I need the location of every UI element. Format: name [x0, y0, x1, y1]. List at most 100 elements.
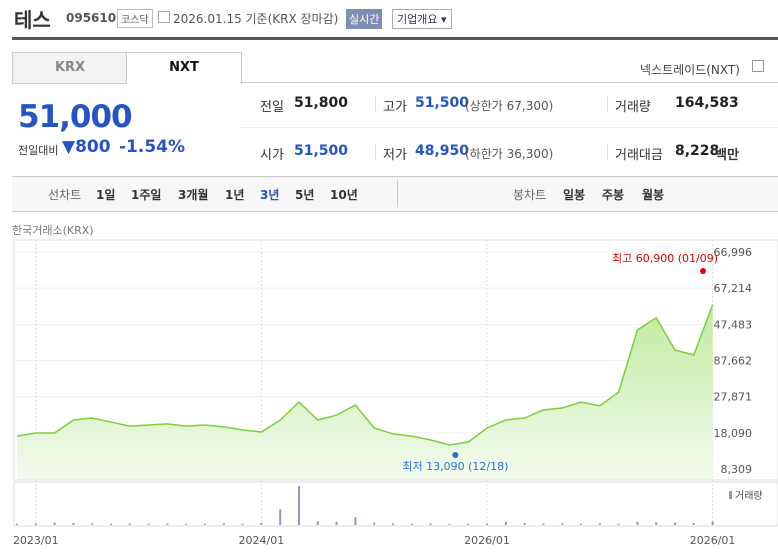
cell-label: 전일: [260, 100, 284, 115]
overview-text: 기업개요: [397, 13, 438, 26]
volume-panel: [13, 481, 778, 527]
volume-bar: [373, 522, 376, 525]
volume-bar: [617, 523, 620, 525]
cell-label: 시가: [260, 148, 284, 163]
x-tick-label: 2026/01: [464, 534, 510, 547]
exchange-label: 한국거래소(KRX): [12, 224, 94, 237]
cell-divider: [607, 144, 608, 160]
high-marker: [700, 268, 706, 274]
x-tick-label: 2023/01: [13, 534, 59, 547]
volume-bar: [110, 523, 112, 525]
volume-bar: [486, 523, 488, 525]
volume-bar: [34, 523, 37, 525]
period-button[interactable]: 5년: [295, 188, 315, 202]
period-button[interactable]: 1주일: [131, 188, 162, 202]
period-button[interactable]: 1일: [96, 188, 116, 202]
x-tick-label: 2024/01: [239, 534, 285, 547]
table-rule: [240, 127, 778, 128]
volume-bar: [655, 522, 658, 525]
cell-note: (상한가 67,300): [465, 99, 554, 113]
cell-label: 고가: [383, 100, 407, 115]
volume-bar: [53, 522, 56, 525]
y-tick-label: 66,996: [714, 246, 753, 259]
volume-bar: [166, 523, 169, 525]
change: ▼800: [62, 137, 111, 157]
cell-value: 164,583: [675, 95, 739, 111]
high-label: 최고 60,900 (01/09): [612, 252, 718, 265]
period-bar: [12, 176, 778, 212]
volume-bar: [260, 523, 263, 525]
period-button[interactable]: 월봉: [642, 188, 665, 202]
legend-swatch: [729, 491, 732, 499]
volume-bar: [185, 523, 188, 525]
base-date: 2026.01.15 기준(KRX 장마감): [173, 12, 339, 26]
y-tick-label: 67,214: [714, 282, 753, 295]
nextrade-label: 넥스트레이드(NXT): [640, 63, 740, 77]
period-button[interactable]: 일봉: [563, 188, 586, 202]
chart: 66,996 67,214 47,483 87,662 27,871 18,090 8,30…: [13, 239, 778, 547]
cell-note: (하한가 36,300): [465, 147, 554, 161]
legend-label: 거래량: [735, 490, 763, 502]
volume-bar: [279, 509, 282, 525]
period-button[interactable]: 10년: [330, 188, 358, 202]
down-arrow: ▼: [62, 137, 76, 157]
info-icon[interactable]: [752, 60, 764, 72]
calendar-icon: [158, 11, 170, 23]
market-badge: 코스닥: [117, 9, 153, 28]
stock-name: 테스: [14, 8, 51, 32]
volume-bar: [16, 523, 18, 525]
volume-bar: [410, 523, 413, 525]
period-button[interactable]: 3개월: [178, 188, 209, 202]
volume-bar: [580, 523, 582, 525]
overview-button[interactable]: 기업개요 ▾: [392, 9, 452, 29]
volume-bar: [598, 523, 601, 525]
volume-bar: [711, 521, 714, 525]
header-rule: [12, 37, 778, 40]
period-label: 봉차트: [513, 188, 547, 202]
tab-nxt[interactable]: NXT: [126, 52, 242, 84]
y-tick-label: 18,090: [714, 427, 753, 440]
realtime-button[interactable]: 실시간: [346, 9, 383, 29]
volume-bar: [523, 523, 526, 525]
cell-value: 8,228: [675, 143, 720, 159]
cell-unit: 백만: [715, 148, 739, 163]
change-pct: -1.54%: [119, 137, 186, 157]
cell-value: 51,500: [294, 143, 349, 159]
volume-bar: [692, 523, 695, 525]
cell-value: 48,950: [415, 143, 470, 159]
price: 51,000: [18, 99, 133, 135]
tab-rule: [240, 82, 778, 83]
area: [17, 304, 713, 479]
period-button[interactable]: 3년: [260, 188, 280, 202]
volume-bar: [335, 521, 338, 525]
period-button[interactable]: 주봉: [602, 188, 625, 202]
volume-bar: [128, 523, 131, 525]
change-value: 800: [75, 137, 111, 157]
period-button[interactable]: 1년: [225, 188, 245, 202]
volume-bar: [561, 523, 564, 525]
volume-bar: [467, 523, 470, 525]
x-tick-label: 2026/01: [690, 534, 736, 547]
tab-krx[interactable]: KRX: [12, 52, 128, 84]
y-tick-label: 47,483: [714, 318, 753, 331]
cell-divider: [375, 144, 376, 160]
volume-bar: [204, 523, 206, 525]
line: [16, 304, 714, 446]
volume-bar: [636, 521, 639, 525]
cell-label: 거래대금: [615, 148, 663, 163]
y-tick-label: 8,309: [721, 463, 753, 476]
y-tick-label: 87,662: [714, 355, 753, 368]
volume-bar: [241, 523, 244, 525]
volume-bar: [298, 486, 300, 525]
period-divider: [397, 180, 398, 207]
low-marker: [452, 452, 459, 458]
volume-bar: [674, 522, 676, 525]
cell-label: 거래량: [615, 100, 651, 115]
price-panel: [13, 239, 778, 481]
volume-bar: [354, 517, 357, 525]
change-label: 전일대비: [18, 144, 59, 157]
volume-bar: [222, 523, 225, 525]
cell-label: 저가: [383, 148, 407, 163]
cell-divider: [375, 96, 376, 112]
cell-value: 51,500: [415, 95, 470, 111]
